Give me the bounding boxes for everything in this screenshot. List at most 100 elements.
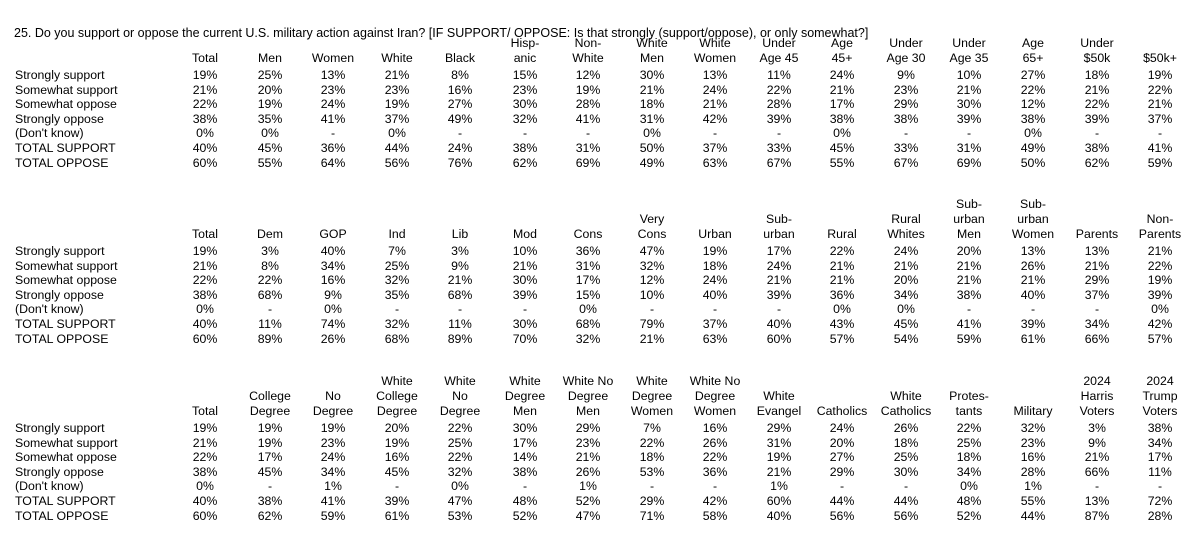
- table-cell: 48%: [956, 494, 982, 508]
- table-cell: 36%: [320, 141, 346, 155]
- column-header: Age 65+: [1022, 36, 1044, 65]
- table-cell: 37%: [1084, 287, 1110, 302]
- table-cell: 30%: [512, 317, 538, 331]
- table-cell: 16%: [320, 273, 346, 288]
- table-cell: 21%: [192, 82, 218, 97]
- table-cell: 19%: [1147, 68, 1173, 82]
- table-cell: 40%: [1020, 287, 1046, 302]
- table-cell: 40%: [192, 494, 218, 508]
- row-label: (Don't know): [15, 126, 84, 141]
- table-cell: 24%: [702, 82, 728, 97]
- table-cell: 23%: [893, 82, 919, 97]
- table-cell: -: [457, 302, 463, 317]
- column-header: Catholics: [816, 404, 868, 418]
- table-cell: 21%: [829, 82, 855, 97]
- table-cell: 30%: [956, 97, 982, 112]
- table-cell: 59%: [956, 331, 982, 346]
- table-cell: 21%: [1084, 82, 1110, 97]
- table-cell: 56%: [829, 508, 855, 523]
- table-cell: 19%: [702, 244, 728, 258]
- table-cell: 30%: [512, 97, 538, 112]
- table-cell: 38%: [1147, 421, 1173, 435]
- table-cell: 53%: [639, 464, 665, 479]
- table-cell: 21%: [192, 258, 218, 273]
- table-cell: 17%: [575, 273, 601, 288]
- column-header: Lib: [451, 227, 469, 241]
- table-cell: 44%: [384, 141, 410, 155]
- column-header: Mod: [513, 227, 537, 241]
- column-header: White No Degree: [439, 374, 481, 418]
- table-cell: 32%: [384, 273, 410, 288]
- table-cell: 34%: [1147, 435, 1173, 450]
- table-cell: 67%: [893, 155, 919, 170]
- table-cell: 40%: [702, 287, 728, 302]
- table-cell: 24%: [829, 421, 855, 435]
- table-cell: 9%: [451, 258, 469, 273]
- table-cell: 19%: [192, 421, 218, 435]
- table-cell: 38%: [257, 494, 283, 508]
- table-cell: -: [522, 479, 528, 494]
- table-cell: 0%: [833, 302, 851, 317]
- table-cell: 22%: [192, 273, 218, 288]
- table-cell: -: [394, 302, 400, 317]
- column-header: Total: [192, 404, 218, 418]
- table-cell: 61%: [384, 508, 410, 523]
- table-cell: 18%: [893, 435, 919, 450]
- table-cell: 22%: [192, 97, 218, 112]
- table-cell: 21%: [1084, 258, 1110, 273]
- table-cell: -: [522, 126, 528, 141]
- table-cell: 15%: [575, 287, 601, 302]
- column-header: Rural: [827, 227, 857, 241]
- table-cell: 60%: [766, 494, 792, 508]
- table-cell: 17%: [766, 244, 792, 258]
- table-cell: -: [267, 302, 273, 317]
- table-cell: 25%: [257, 68, 283, 82]
- question-text: 25. Do you support or oppose the current…: [14, 26, 869, 40]
- table-cell: 18%: [956, 450, 982, 465]
- table-cell: 39%: [956, 111, 982, 126]
- table-cell: 11%: [448, 317, 472, 331]
- table-cell: 1%: [1024, 479, 1042, 494]
- table-cell: 21%: [956, 82, 982, 97]
- table-cell: 60%: [192, 155, 218, 170]
- table-cell: 67%: [766, 155, 792, 170]
- table-cell: 21%: [893, 258, 919, 273]
- column-header: Rural Whites: [887, 212, 925, 241]
- table-cell: 44%: [893, 494, 919, 508]
- table-cell: 24%: [702, 273, 728, 288]
- table-cell: 3%: [1088, 421, 1106, 435]
- table-cell: 22%: [1147, 82, 1173, 97]
- table-cell: 38%: [192, 464, 218, 479]
- table-cell: 21%: [956, 273, 982, 288]
- row-label: TOTAL OPPOSE: [15, 508, 109, 523]
- table-cell: 21%: [512, 258, 538, 273]
- table-cell: 21%: [766, 273, 792, 288]
- table-cell: 28%: [1147, 508, 1173, 523]
- column-header: White Degree Men: [504, 374, 546, 418]
- table-cell: 38%: [192, 111, 218, 126]
- table-cell: 17%: [829, 97, 855, 112]
- table-cell: 39%: [1020, 317, 1046, 331]
- table-cell: 26%: [320, 331, 346, 346]
- table-cell: 12%: [575, 68, 601, 82]
- table-cell: 0%: [324, 302, 342, 317]
- table-cell: 39%: [1147, 287, 1173, 302]
- table-cell: 22%: [766, 82, 792, 97]
- column-header: Ind: [388, 227, 406, 241]
- table-cell: 55%: [829, 155, 855, 170]
- table-cell: 11%: [767, 68, 791, 82]
- table-cell: 39%: [384, 494, 410, 508]
- table-cell: 34%: [320, 258, 346, 273]
- table-cell: 21%: [1084, 450, 1110, 465]
- row-label: Somewhat oppose: [15, 97, 117, 112]
- table-cell: 55%: [1020, 494, 1046, 508]
- table-cell: 41%: [320, 494, 346, 508]
- table-cell: 21%: [829, 258, 855, 273]
- table-cell: 32%: [639, 258, 665, 273]
- table-cell: 16%: [1020, 450, 1046, 465]
- table-cell: 29%: [893, 97, 919, 112]
- table-cell: 68%: [575, 317, 601, 331]
- column-header: White No Degree Women: [689, 374, 741, 418]
- table-cell: 17%: [1147, 450, 1173, 465]
- table-cell: 7%: [388, 244, 406, 258]
